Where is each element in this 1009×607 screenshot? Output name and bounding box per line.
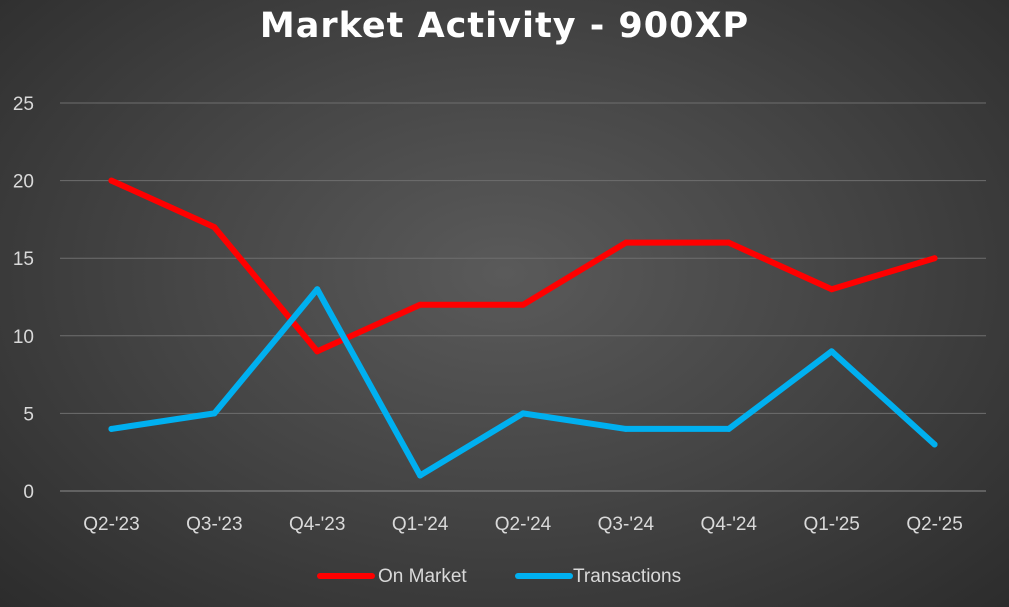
series-line-on-market <box>108 177 938 355</box>
y-tick-label: 15 <box>13 249 34 270</box>
data-point <box>211 410 218 417</box>
data-point <box>725 239 732 246</box>
data-point <box>314 286 321 293</box>
data-point <box>108 177 115 184</box>
data-point <box>828 348 835 355</box>
x-tick-label: Q3-'24 <box>598 514 655 535</box>
x-tick-label: Q2-'25 <box>906 514 962 535</box>
data-point <box>520 410 526 417</box>
data-point <box>931 441 938 448</box>
x-tick-label: Q2-'24 <box>495 514 552 535</box>
data-point <box>931 255 938 262</box>
y-tick-label: 0 <box>23 482 34 503</box>
x-tick-label: Q4-'23 <box>289 514 345 535</box>
x-tick-label: Q2-'23 <box>83 514 139 535</box>
gridlines <box>60 102 986 492</box>
x-tick-label: Q1-'24 <box>392 514 449 535</box>
x-tick-label: Q1-'25 <box>803 514 859 535</box>
data-point <box>417 301 424 308</box>
data-point <box>108 425 115 432</box>
y-tick-label: 20 <box>13 172 34 193</box>
x-tick-label: Q4-'24 <box>701 514 758 535</box>
data-point <box>417 472 424 479</box>
data-point <box>314 348 321 355</box>
legend-label: Transactions <box>573 566 681 587</box>
data-point <box>622 239 629 246</box>
y-tick-label: 10 <box>13 327 34 348</box>
x-tick-label: Q3-'23 <box>186 514 242 535</box>
legend: On Market Transactions <box>317 566 681 587</box>
y-axis-tick-labels: 0 5 10 15 20 25 <box>13 94 34 503</box>
y-tick-label: 25 <box>13 94 34 115</box>
series-lines <box>108 177 938 479</box>
x-axis-tick-labels: Q2-'23 Q3-'23 Q4-'23 Q1-'24 Q2-'24 Q3-'24 Q4-'… <box>83 514 963 535</box>
data-point <box>725 425 732 432</box>
data-point <box>520 301 526 308</box>
data-point <box>828 286 835 293</box>
legend-label: On Market <box>378 566 467 587</box>
series-line-transactions <box>108 286 938 479</box>
data-point <box>622 425 629 432</box>
data-point <box>211 224 218 231</box>
chart-title: Market Activity - 900XP <box>259 6 750 46</box>
y-tick-label: 5 <box>23 404 34 425</box>
